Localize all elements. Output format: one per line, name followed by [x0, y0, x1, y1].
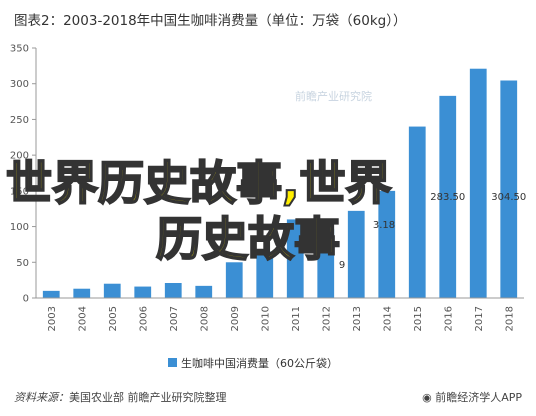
- value-fragment: 9: [339, 260, 345, 271]
- x-tick-label: 2018: [504, 306, 515, 331]
- x-tick-label: 2008: [199, 306, 210, 331]
- x-tick-label: 2010: [260, 306, 271, 331]
- x-tick-label: 2005: [108, 306, 119, 331]
- bar: [225, 262, 243, 298]
- y-axis: 0 50 100 150 200 250 300 350: [10, 44, 37, 305]
- bar: [286, 219, 304, 298]
- bar: [439, 95, 457, 298]
- bar: [42, 290, 60, 298]
- brand-text: 前瞻经济学人APP: [435, 391, 522, 404]
- bar: [317, 228, 335, 298]
- brand-icon: ◉: [422, 391, 432, 404]
- source-note: 资料来源：美国农业部 前瞻产业研究院整理: [14, 389, 227, 405]
- legend-swatch: [168, 358, 177, 367]
- brand-note: ◉ 前瞻经济学人APP: [422, 389, 522, 405]
- bar: [500, 80, 518, 298]
- bar: [134, 286, 152, 298]
- y-tick-label: 300: [10, 79, 29, 90]
- overlay-fragments: 3.18 9: [339, 220, 395, 271]
- x-tick-label: 2003: [47, 306, 58, 331]
- source-lead: 资料来源：: [14, 391, 69, 404]
- bar: [469, 68, 487, 298]
- x-tick-label: 2016: [443, 306, 454, 331]
- data-label: 283.50: [430, 192, 465, 203]
- y-tick-label: 200: [10, 151, 29, 162]
- bar-series: [42, 68, 518, 298]
- legend-label: 生咖啡中国消费量（60公斤袋）: [181, 356, 338, 370]
- chart-title: 图表2：2003-2018年中国生咖啡消费量（单位：万袋（60kg））: [14, 13, 407, 29]
- x-axis: 2003 2004 2005 2006 2007 2008 2009 2010 2011 2012…: [36, 297, 524, 331]
- y-tick-label: 350: [10, 44, 29, 55]
- data-label: 304.50: [491, 192, 526, 203]
- bar: [256, 251, 274, 298]
- bar: [164, 283, 182, 298]
- bar: [73, 288, 91, 298]
- x-tick-label: 2004: [77, 306, 88, 331]
- bar: [195, 285, 213, 298]
- x-tick-label: 2009: [230, 306, 241, 331]
- watermark-text: 前瞻产业研究院: [295, 90, 372, 103]
- y-tick-label: 100: [10, 222, 29, 233]
- value-fragment: 3.18: [373, 220, 395, 231]
- data-labels: 283.50 304.50: [430, 192, 526, 203]
- legend: 生咖啡中国消费量（60公斤袋）: [168, 356, 338, 370]
- x-tick-label: 2012: [321, 306, 332, 331]
- x-tick-label: 2014: [382, 306, 393, 331]
- x-tick-label: 2013: [352, 306, 363, 331]
- x-tick-label: 2006: [138, 306, 149, 331]
- bar: [103, 283, 121, 298]
- y-tick-label: 50: [16, 258, 29, 269]
- y-tick-label: 250: [10, 115, 29, 126]
- source-text: 美国农业部 前瞻产业研究院整理: [69, 391, 227, 404]
- bar: [378, 190, 396, 298]
- x-tick-label: 2011: [291, 306, 302, 331]
- bar: [408, 126, 426, 298]
- bar: [347, 210, 365, 298]
- x-tick-label: 2017: [474, 306, 485, 331]
- x-tick-label: 2007: [169, 306, 180, 331]
- y-tick-label: 0: [23, 294, 29, 305]
- x-tick-label: 2015: [413, 306, 424, 331]
- y-tick-label: 150: [10, 186, 29, 197]
